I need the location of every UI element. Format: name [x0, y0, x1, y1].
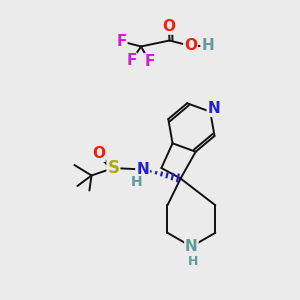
- Text: H: H: [131, 175, 142, 189]
- Text: N: N: [185, 239, 198, 254]
- Text: F: F: [116, 34, 127, 49]
- Text: N: N: [136, 162, 149, 177]
- Text: O: O: [162, 19, 176, 34]
- Text: O: O: [92, 146, 105, 161]
- Text: N: N: [208, 101, 220, 116]
- Text: S: S: [107, 159, 119, 177]
- Text: O: O: [184, 38, 197, 53]
- Text: H: H: [188, 255, 198, 268]
- Text: F: F: [126, 53, 136, 68]
- Text: H: H: [201, 38, 214, 53]
- Text: F: F: [144, 54, 154, 69]
